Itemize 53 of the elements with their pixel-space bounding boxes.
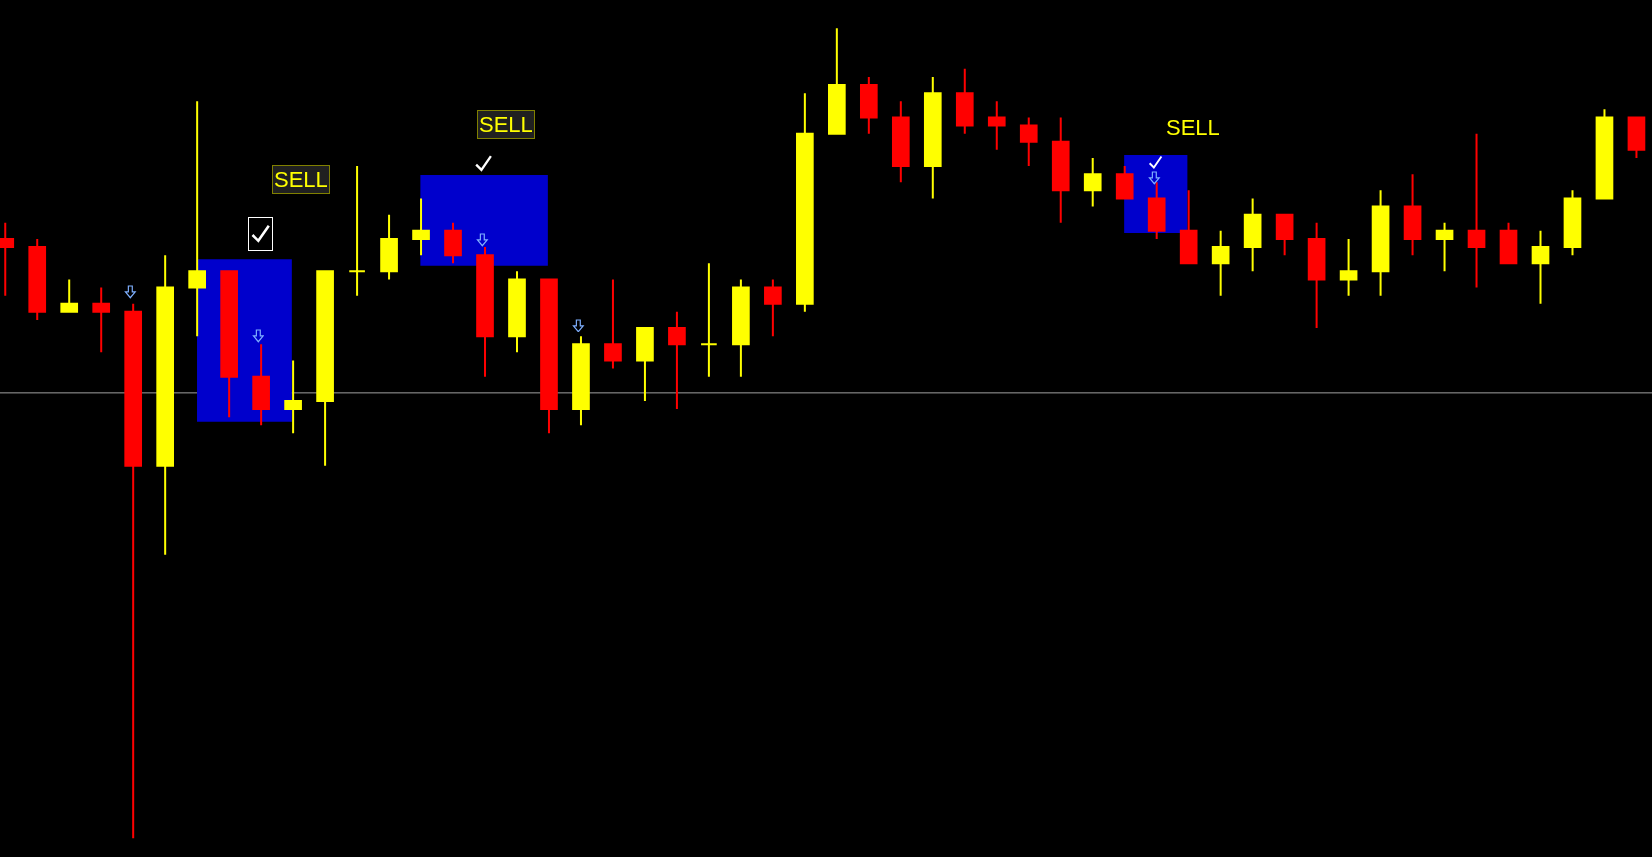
candlestick: [987, 100, 1006, 151]
candlestick: [220, 270, 238, 419]
candlestick: [476, 246, 494, 378]
candlestick: [764, 278, 782, 338]
candlestick: [1051, 116, 1070, 224]
annotation: SELL: [1166, 115, 1220, 140]
candlestick: [1403, 173, 1422, 257]
candlestick: [828, 27, 846, 135]
candlestick: [540, 278, 558, 435]
candlestick: [1563, 189, 1582, 257]
candlestick: [1211, 229, 1230, 297]
candlestick: [1531, 229, 1550, 305]
candlestick: [636, 327, 654, 402]
candlestick: [156, 254, 174, 556]
candlestick: [348, 165, 366, 297]
candlestick: [572, 335, 590, 427]
candlestick: [316, 270, 334, 467]
candlestick: [891, 100, 910, 184]
candlestick: [955, 67, 974, 135]
candlestick: [1467, 132, 1486, 289]
candlestick: [252, 343, 270, 427]
candlestick: [859, 75, 878, 135]
candlestick: [1371, 189, 1390, 297]
candlestick: [668, 310, 686, 411]
candlestick: [1339, 237, 1358, 297]
candlestick: [28, 237, 47, 321]
candlestick: [1179, 189, 1198, 265]
candlestick: [1115, 165, 1134, 200]
candlestick: [796, 92, 814, 313]
candlestick: [1083, 156, 1102, 208]
candlestick: [412, 197, 430, 257]
candlestick: [92, 286, 111, 354]
candlestick: [700, 262, 718, 378]
candlestick: [1275, 213, 1294, 257]
annotation: SELL: [274, 167, 328, 192]
candlestick: [604, 278, 622, 370]
candlestick: [284, 359, 302, 435]
candlestick: [1019, 116, 1038, 168]
candlestick: [444, 221, 462, 265]
candlestick: [732, 278, 750, 378]
candlestick: [124, 302, 143, 840]
candlestick: [1307, 221, 1326, 330]
candlestick: [508, 270, 526, 354]
candlestick: [1595, 108, 1614, 200]
candlestick: [923, 75, 942, 200]
candlestick: [1499, 221, 1518, 265]
candlestick: [60, 278, 79, 313]
candlestick: [380, 213, 398, 281]
candlestick: [1627, 116, 1646, 159]
candlestick: [1243, 197, 1262, 273]
annotation: SELL: [479, 112, 533, 137]
candlestick: [188, 100, 206, 338]
candlestick: [1435, 221, 1454, 273]
